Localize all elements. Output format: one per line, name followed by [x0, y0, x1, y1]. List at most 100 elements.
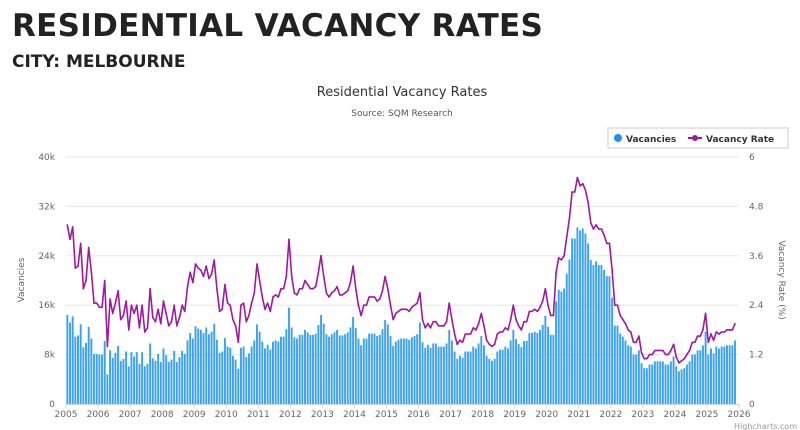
- vacancy-rate-point[interactable]: [557, 257, 560, 259]
- vacancies-bar[interactable]: [301, 334, 304, 404]
- vacancies-bar[interactable]: [589, 260, 592, 404]
- vacancy-rate-point[interactable]: [341, 294, 344, 296]
- vacancy-rate-point[interactable]: [429, 327, 432, 329]
- vacancy-rate-point[interactable]: [328, 296, 330, 298]
- vacancies-bar[interactable]: [87, 326, 90, 404]
- vacancies-bar[interactable]: [651, 364, 654, 404]
- vacancy-rate-point[interactable]: [576, 176, 579, 179]
- vacancies-bar[interactable]: [173, 350, 176, 404]
- vacancy-rate-point[interactable]: [189, 271, 191, 274]
- vacancies-bar[interactable]: [205, 327, 208, 404]
- vacancies-bar[interactable]: [632, 354, 635, 404]
- vacancies-bar[interactable]: [621, 336, 624, 404]
- vacancies-bar[interactable]: [504, 346, 507, 404]
- vacancies-bar[interactable]: [381, 329, 384, 404]
- vacancy-rate-point[interactable]: [448, 302, 451, 304]
- vacancy-rate-point[interactable]: [640, 351, 643, 354]
- vacancies-bar[interactable]: [98, 354, 101, 404]
- vacancy-rate-point[interactable]: [122, 314, 125, 317]
- vacancies-bar[interactable]: [378, 334, 381, 404]
- vacancies-bar[interactable]: [71, 316, 74, 404]
- vacancy-rate-point[interactable]: [151, 316, 154, 319]
- vacancies-bar[interactable]: [600, 265, 603, 404]
- vacancies-bar[interactable]: [330, 334, 333, 404]
- vacancies-bar[interactable]: [357, 338, 360, 404]
- vacancy-rate-point[interactable]: [734, 322, 736, 325]
- vacancy-rate-point[interactable]: [587, 201, 589, 204]
- vacancies-bar[interactable]: [448, 329, 451, 404]
- vacancy-rate-point[interactable]: [173, 304, 175, 307]
- vacancies-bar[interactable]: [135, 352, 138, 404]
- vacancies-bar[interactable]: [605, 276, 608, 404]
- vacancy-rate-point[interactable]: [443, 324, 445, 327]
- vacancies-bar[interactable]: [125, 351, 128, 404]
- vacancy-rate-point[interactable]: [277, 296, 280, 298]
- vacancy-rate-point[interactable]: [606, 242, 608, 245]
- vacancy-rate-point[interactable]: [696, 335, 699, 337]
- vacancy-rate-point[interactable]: [635, 341, 637, 344]
- vacancies-bar[interactable]: [167, 362, 170, 404]
- vacancies-bar[interactable]: [181, 350, 184, 404]
- vacancy-rate-point[interactable]: [571, 191, 573, 193]
- vacancies-bar[interactable]: [523, 341, 525, 404]
- vacancy-rate-point[interactable]: [597, 228, 600, 230]
- vacancies-bar[interactable]: [408, 339, 411, 404]
- vacancies-bar[interactable]: [568, 259, 571, 404]
- vacancy-rate-point[interactable]: [499, 331, 501, 333]
- vacancy-rate-point[interactable]: [573, 191, 576, 193]
- vacancy-rate-point[interactable]: [306, 283, 309, 286]
- vacancy-rate-point[interactable]: [269, 310, 272, 313]
- vacancies-bar[interactable]: [637, 350, 640, 404]
- vacancy-rate-point[interactable]: [440, 324, 443, 327]
- vacancy-rate-point[interactable]: [82, 287, 85, 290]
- vacancy-rate-point[interactable]: [90, 271, 93, 274]
- vacancy-rate-point[interactable]: [600, 228, 603, 230]
- vacancy-rate-point[interactable]: [242, 302, 245, 304]
- vacancy-rate-point[interactable]: [336, 285, 338, 288]
- vacancy-rate-point[interactable]: [360, 314, 362, 317]
- vacancies-bar[interactable]: [392, 345, 395, 404]
- vacancies-bar[interactable]: [266, 344, 269, 404]
- vacancies-bar[interactable]: [584, 233, 587, 404]
- vacancy-rate-point[interactable]: [403, 308, 405, 311]
- vacancy-rate-point[interactable]: [691, 341, 694, 344]
- vacancy-rate-point[interactable]: [603, 234, 605, 237]
- vacancies-bar[interactable]: [461, 357, 464, 404]
- vacancy-rate-point[interactable]: [213, 259, 216, 261]
- vacancies-bar[interactable]: [608, 276, 611, 404]
- vacancies-bar[interactable]: [712, 353, 715, 404]
- vacancy-rate-point[interactable]: [712, 339, 715, 341]
- vacancy-rate-point[interactable]: [531, 310, 533, 313]
- vacancies-bar[interactable]: [306, 332, 309, 404]
- vacancies-bar[interactable]: [269, 349, 272, 404]
- vacancies-bar[interactable]: [341, 335, 344, 404]
- vacancy-rate-point[interactable]: [240, 304, 242, 307]
- vacancy-rate-point[interactable]: [699, 335, 702, 337]
- vacancies-bar[interactable]: [304, 329, 306, 404]
- vacancy-rate-point[interactable]: [445, 320, 448, 323]
- vacancies-bar[interactable]: [624, 340, 627, 404]
- vacancy-rate-point[interactable]: [138, 327, 141, 329]
- vacancy-rate-point[interactable]: [405, 308, 408, 311]
- vacancies-bar[interactable]: [320, 315, 323, 404]
- vacancies-bar[interactable]: [119, 360, 122, 404]
- vacancies-bar[interactable]: [536, 332, 539, 404]
- vacancy-rate-point[interactable]: [66, 224, 69, 226]
- vacancy-rate-point[interactable]: [694, 341, 696, 344]
- vacancy-rate-point[interactable]: [333, 289, 336, 292]
- vacancies-bar[interactable]: [413, 336, 416, 404]
- vacancies-bar[interactable]: [111, 357, 114, 404]
- vacancy-rate-point[interactable]: [608, 242, 611, 245]
- vacancy-rate-point[interactable]: [376, 300, 378, 302]
- vacancy-rate-point[interactable]: [74, 267, 77, 269]
- vacancy-rate-point[interactable]: [651, 353, 654, 356]
- vacancies-bar[interactable]: [533, 331, 536, 404]
- vacancy-rate-point[interactable]: [416, 302, 418, 304]
- vacancy-rate-point[interactable]: [413, 304, 416, 307]
- vacancies-bar[interactable]: [288, 307, 290, 404]
- vacancy-rate-point[interactable]: [71, 226, 74, 228]
- vacancy-rate-point[interactable]: [194, 263, 197, 265]
- vacancies-bar[interactable]: [669, 361, 672, 404]
- vacancies-bar[interactable]: [149, 343, 152, 404]
- vacancy-rate-point[interactable]: [95, 302, 98, 304]
